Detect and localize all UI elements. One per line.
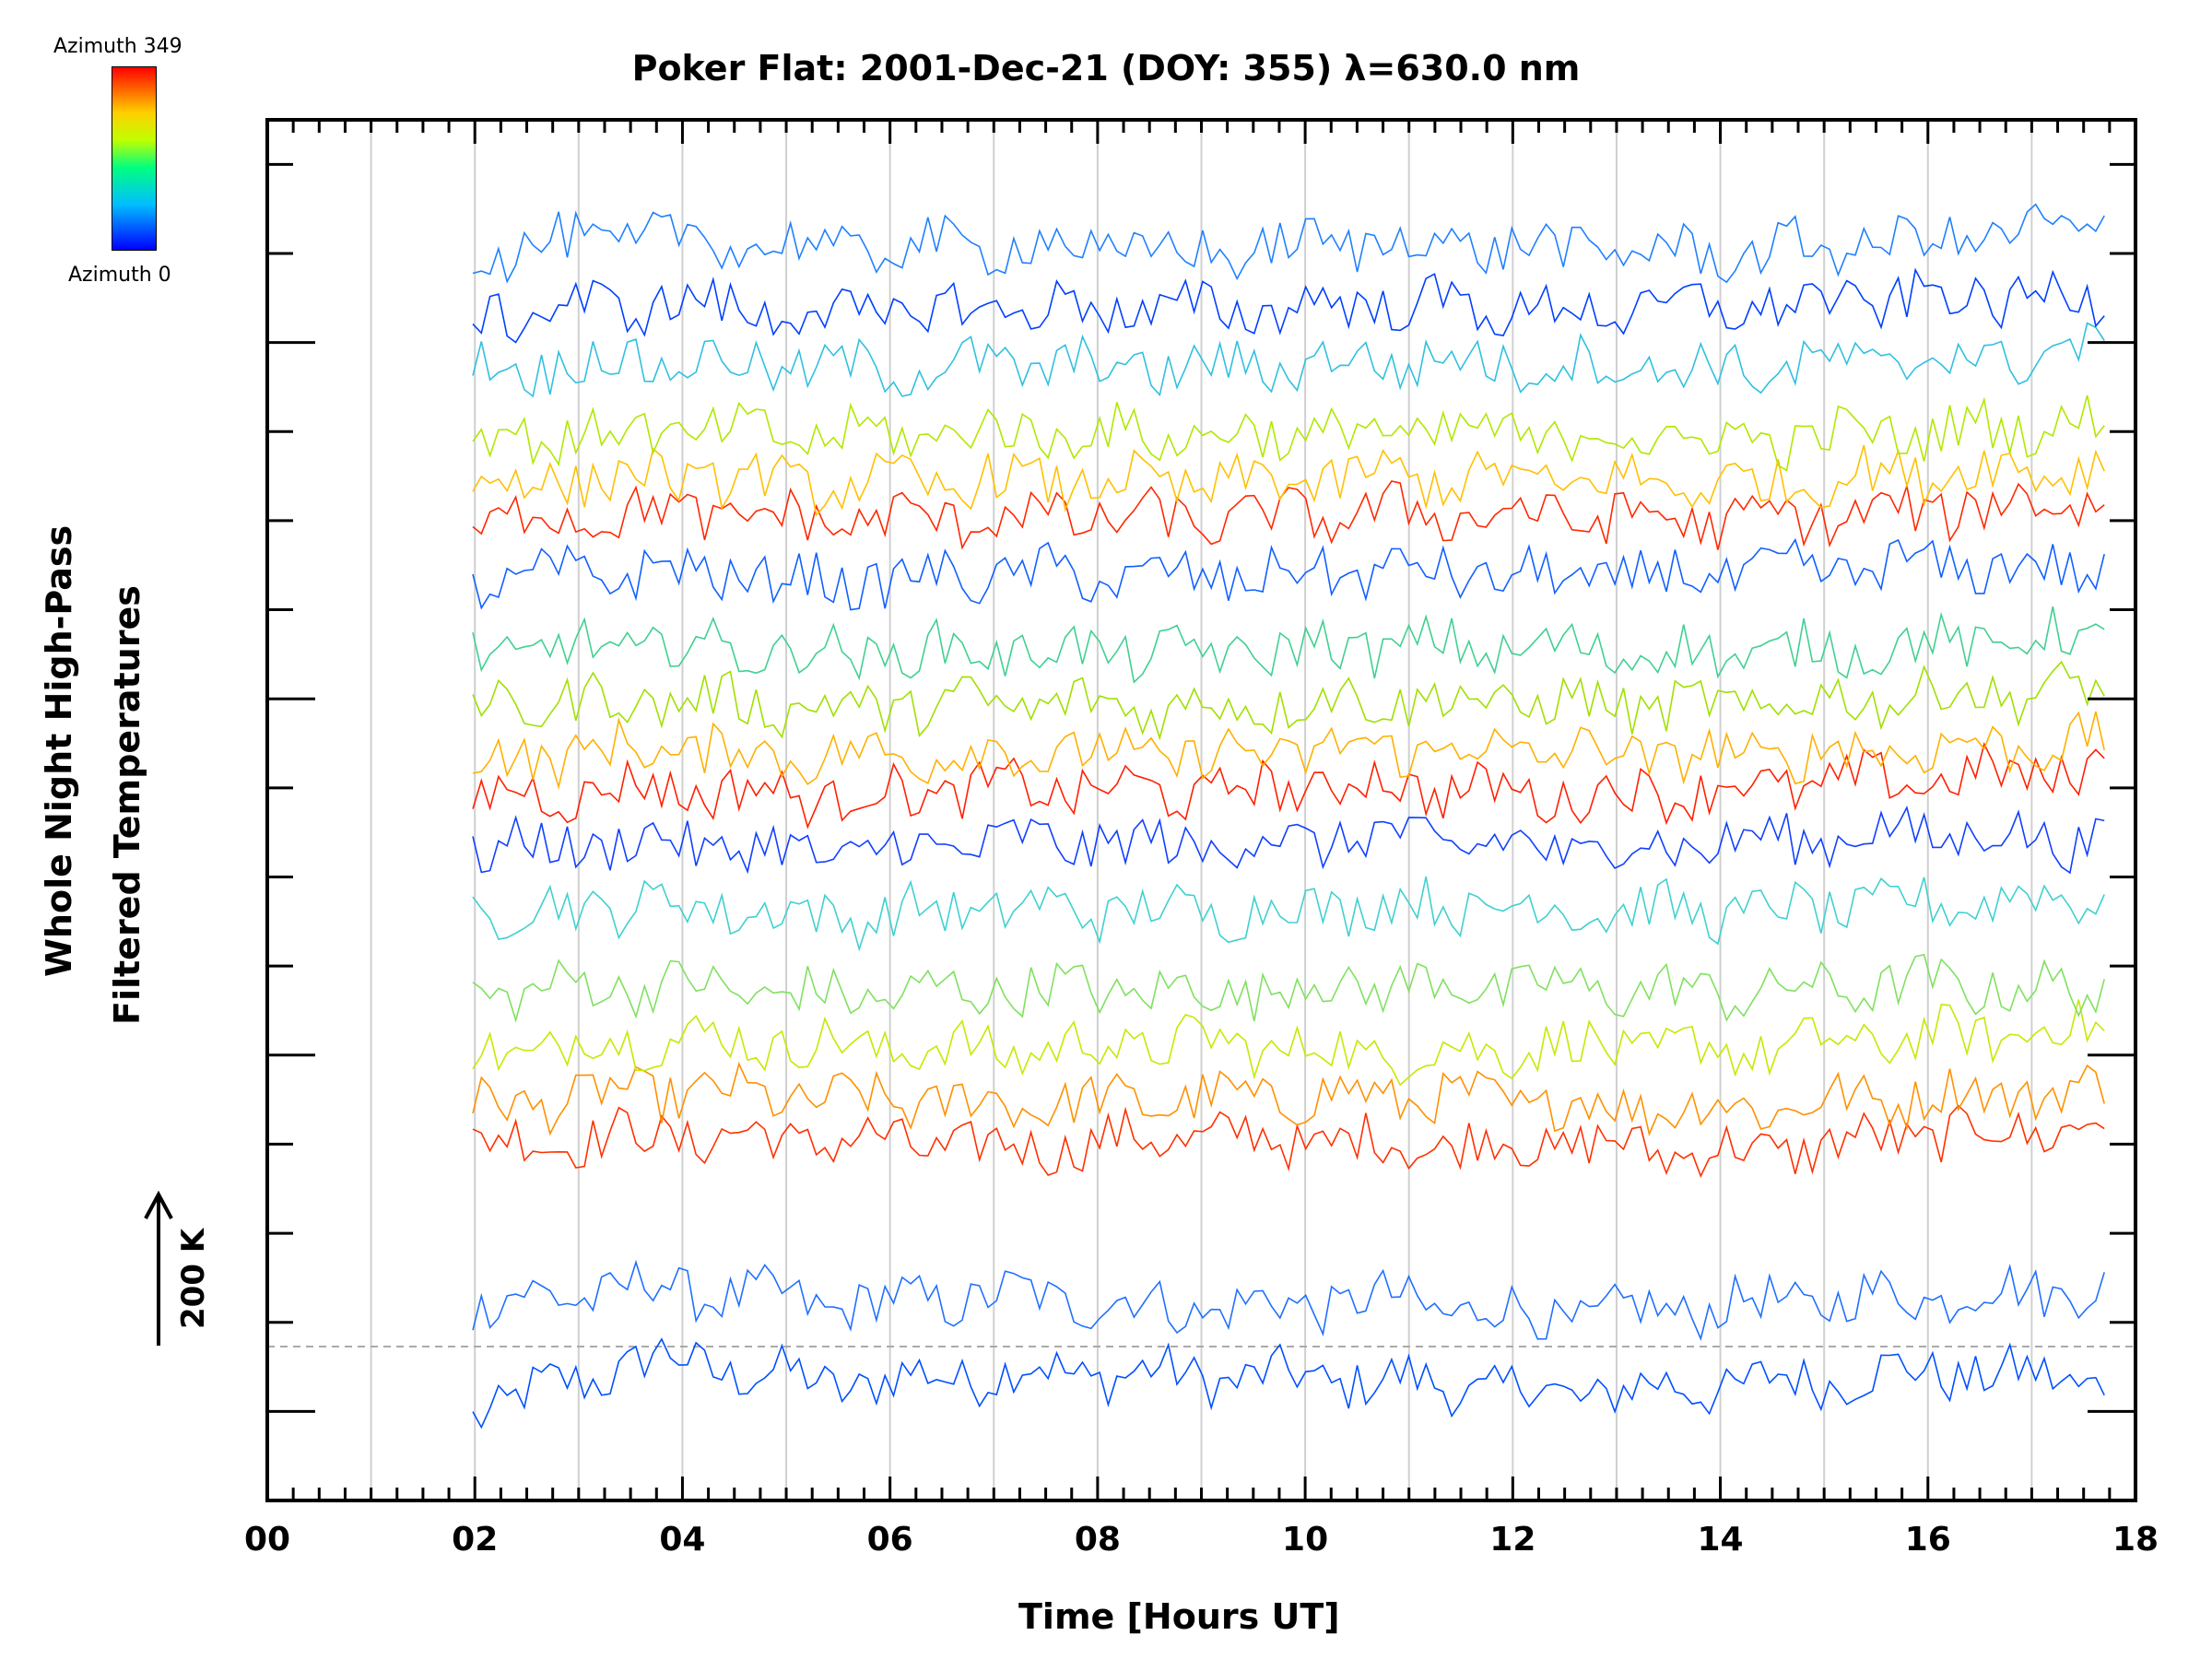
series-line — [472, 742, 2105, 830]
series-line — [472, 394, 2105, 472]
series-line — [472, 1337, 2105, 1430]
series-line — [472, 267, 2105, 344]
x-tick-label: 16 — [1904, 1521, 1951, 1559]
series-line — [472, 660, 2105, 741]
x-axis-label: Time [Hours UT] — [1018, 1596, 1340, 1637]
series-line — [472, 876, 2105, 952]
series-line — [472, 480, 2105, 550]
x-tick-label: 04 — [659, 1521, 706, 1559]
x-tick-label: 18 — [2112, 1521, 2159, 1559]
x-tick-label: 08 — [1074, 1521, 1121, 1559]
azimuth-colorbar — [112, 66, 157, 251]
series-line — [472, 322, 2105, 398]
colorbar-bottom-label: Azimuth 0 — [68, 264, 171, 287]
series-line — [472, 711, 2105, 790]
x-tick-label: 00 — [243, 1521, 291, 1559]
series-line — [472, 1259, 2105, 1341]
colorbar-top-label: Azimuth 349 — [53, 35, 182, 58]
series-line — [472, 444, 2105, 517]
x-tick-label: 14 — [1697, 1521, 1744, 1559]
series-line — [472, 203, 2105, 284]
series-line — [472, 805, 2105, 875]
x-tick-label: 12 — [1489, 1521, 1536, 1559]
series-line — [472, 999, 2105, 1087]
series-line — [472, 1061, 2105, 1136]
chart-title: Poker Flat: 2001-Dec-21 (DOY: 355) λ=630… — [631, 48, 1581, 88]
x-tick-label: 10 — [1282, 1521, 1329, 1559]
scale-arrow-head — [144, 1190, 173, 1219]
series-line — [472, 537, 2105, 611]
x-tick-label: 06 — [866, 1521, 913, 1559]
series-line — [472, 953, 2105, 1023]
series-line — [472, 1104, 2105, 1179]
series-line — [472, 606, 2105, 684]
x-tick-label: 02 — [452, 1521, 499, 1559]
